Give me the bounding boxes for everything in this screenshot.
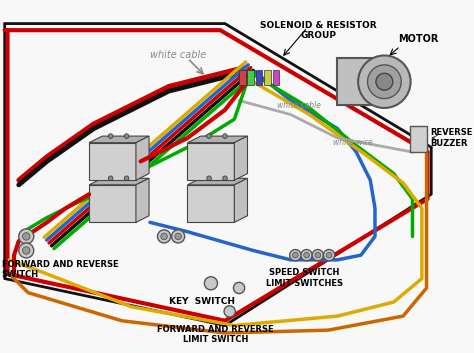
Text: REVERSE
BUZZER: REVERSE BUZZER — [430, 128, 473, 148]
Circle shape — [19, 229, 34, 244]
Text: white wire: white wire — [333, 138, 373, 147]
Circle shape — [207, 176, 211, 181]
Circle shape — [204, 277, 218, 290]
Bar — [256, 70, 263, 84]
Text: FORWARD AND REVERSE
LIMIT SWITCH: FORWARD AND REVERSE LIMIT SWITCH — [157, 324, 274, 344]
Text: MOTOR: MOTOR — [399, 34, 439, 44]
Circle shape — [19, 243, 34, 258]
Circle shape — [367, 65, 401, 98]
Circle shape — [233, 282, 245, 294]
Polygon shape — [234, 136, 247, 180]
Bar — [273, 70, 279, 84]
Circle shape — [223, 134, 228, 138]
Circle shape — [304, 252, 310, 258]
Text: KEY  SWITCH: KEY SWITCH — [169, 297, 235, 306]
Polygon shape — [188, 178, 247, 185]
Circle shape — [323, 250, 335, 261]
Circle shape — [290, 250, 301, 261]
Circle shape — [358, 55, 410, 108]
Circle shape — [207, 134, 211, 138]
Text: white cable: white cable — [150, 50, 206, 60]
Circle shape — [175, 233, 182, 240]
Circle shape — [124, 134, 129, 138]
Circle shape — [223, 176, 228, 181]
Bar — [247, 70, 254, 84]
Circle shape — [161, 233, 167, 240]
Polygon shape — [89, 178, 149, 185]
Circle shape — [301, 250, 312, 261]
Text: white cable: white cable — [276, 101, 320, 110]
Polygon shape — [89, 185, 136, 222]
Circle shape — [157, 230, 171, 243]
Circle shape — [376, 73, 393, 90]
Polygon shape — [234, 178, 247, 222]
Polygon shape — [89, 136, 149, 143]
Bar — [239, 70, 246, 84]
Circle shape — [108, 134, 113, 138]
Circle shape — [326, 252, 332, 258]
Polygon shape — [188, 136, 247, 143]
Polygon shape — [188, 143, 234, 180]
Polygon shape — [188, 185, 234, 222]
Polygon shape — [136, 136, 149, 180]
Polygon shape — [89, 143, 136, 180]
Bar — [410, 126, 427, 152]
Circle shape — [172, 230, 185, 243]
Polygon shape — [136, 178, 149, 222]
Text: SOLENOID & RESISTOR
GROUP: SOLENOID & RESISTOR GROUP — [260, 21, 377, 40]
Circle shape — [22, 247, 30, 254]
Circle shape — [108, 176, 113, 181]
Circle shape — [124, 176, 129, 181]
Bar — [264, 70, 271, 84]
Circle shape — [292, 252, 298, 258]
Circle shape — [22, 233, 30, 240]
Text: FORWARD AND REVERSE
SWITCH: FORWARD AND REVERSE SWITCH — [2, 259, 118, 279]
Bar — [337, 58, 384, 105]
Circle shape — [224, 306, 235, 317]
Text: SPEED SWITCH
LIMIT SWITCHES: SPEED SWITCH LIMIT SWITCHES — [266, 268, 343, 288]
Circle shape — [315, 252, 320, 258]
Circle shape — [312, 250, 323, 261]
